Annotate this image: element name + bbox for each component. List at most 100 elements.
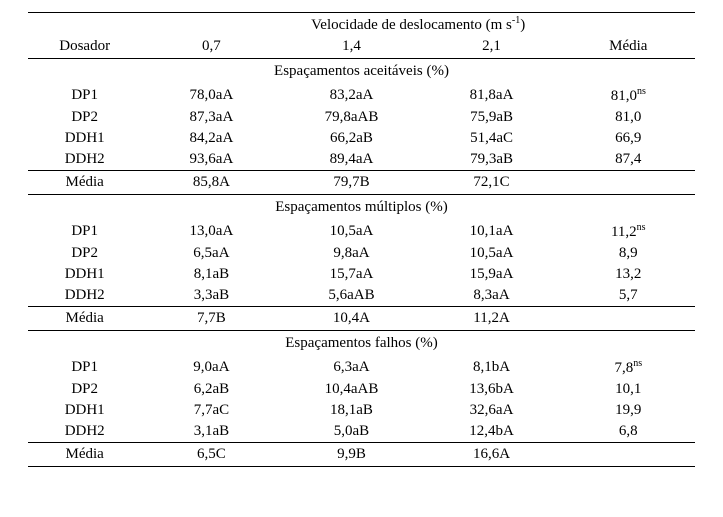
cell-v2: 79,8aAB [281,107,421,128]
v2-header: 1,4 [281,36,421,59]
table-row: DDH2 93,6aA 89,4aA 79,3aB 87,4 [28,149,695,171]
cell-media [562,443,695,467]
cell-d: DDH1 [28,264,141,285]
cell-v2: 5,6aAB [281,285,421,307]
cell-v1: 8,1aB [141,264,281,285]
cell-v1: 93,6aA [141,149,281,171]
cell-d: DDH1 [28,128,141,149]
cell-d: DP1 [28,356,141,379]
cell-v1: 9,0aA [141,356,281,379]
cell-media [562,307,695,331]
section-title-text: Espaçamentos múltiplos (%) [28,195,695,221]
cell-media [562,171,695,195]
cell-v1: 13,0aA [141,220,281,243]
cell-media: 5,7 [562,285,695,307]
cell-v2: 10,4A [281,307,421,331]
cell-d: DDH2 [28,285,141,307]
cell-v1: 85,8A [141,171,281,195]
velocity-header: Velocidade de deslocamento (m s-1) [141,13,695,37]
cell-media: 7,8ns [562,356,695,379]
cell-v2: 9,9B [281,443,421,467]
section-title-multiplos: Espaçamentos múltiplos (%) [28,195,695,221]
media-val: 11,2 [611,224,637,240]
table-row: DDH2 3,1aB 5,0aB 12,4bA 6,8 [28,421,695,443]
cell-v1: 3,1aB [141,421,281,443]
cell-v3: 10,5aA [422,243,562,264]
cell-v3: 11,2A [422,307,562,331]
cell-v2: 5,0aB [281,421,421,443]
media-row: Média 7,7B 10,4A 11,2A [28,307,695,331]
section-title-falhos: Espaçamentos falhos (%) [28,331,695,357]
cell-v2: 10,5aA [281,220,421,243]
cell-d: DP1 [28,220,141,243]
cell-d: DP2 [28,379,141,400]
cell-v3: 32,6aA [422,400,562,421]
media-val: 7,8 [614,360,633,376]
cell-v1: 6,5aA [141,243,281,264]
cell-v1: 7,7aC [141,400,281,421]
cell-media: 87,4 [562,149,695,171]
cell-v2: 66,2aB [281,128,421,149]
table-row: DP2 6,2aB 10,4aAB 13,6bA 10,1 [28,379,695,400]
table-row: DDH1 84,2aA 66,2aB 51,4aC 66,9 [28,128,695,149]
cell-v2: 15,7aA [281,264,421,285]
cell-v3: 15,9aA [422,264,562,285]
cell-v1: 87,3aA [141,107,281,128]
cell-v3: 13,6bA [422,379,562,400]
velocity-label: Velocidade de deslocamento (m s [311,17,512,33]
cell-d: Média [28,171,141,195]
cell-d: DP2 [28,243,141,264]
cell-v3: 72,1C [422,171,562,195]
cell-v1: 78,0aA [141,84,281,107]
section-title-text: Espaçamentos falhos (%) [28,331,695,357]
cell-v1: 84,2aA [141,128,281,149]
header-row-2: Dosador 0,7 1,4 2,1 Média [28,36,695,59]
cell-v2: 6,3aA [281,356,421,379]
media-row: Média 6,5C 9,9B 16,6A [28,443,695,467]
cell-v3: 79,3aB [422,149,562,171]
cell-d: DDH2 [28,421,141,443]
dosador-header: Dosador [28,36,141,59]
cell-v3: 75,9aB [422,107,562,128]
cell-v1: 6,2aB [141,379,281,400]
cell-media: 10,1 [562,379,695,400]
cell-media: 13,2 [562,264,695,285]
media-header: Média [562,36,695,59]
cell-v3: 51,4aC [422,128,562,149]
cell-d: DDH1 [28,400,141,421]
table-row: DDH1 7,7aC 18,1aB 32,6aA 19,9 [28,400,695,421]
table-row: DDH1 8,1aB 15,7aA 15,9aA 13,2 [28,264,695,285]
cell-v1: 3,3aB [141,285,281,307]
media-val: 81,0 [611,88,637,104]
cell-v2: 10,4aAB [281,379,421,400]
table-row: DP2 6,5aA 9,8aA 10,5aA 8,9 [28,243,695,264]
cell-media: 81,0 [562,107,695,128]
cell-media: 11,2ns [562,220,695,243]
cell-d: Média [28,307,141,331]
cell-media: 8,9 [562,243,695,264]
cell-media: 81,0ns [562,84,695,107]
table-row: DP1 78,0aA 83,2aA 81,8aA 81,0ns [28,84,695,107]
media-row: Média 85,8A 79,7B 72,1C [28,171,695,195]
header-row-1: Velocidade de deslocamento (m s-1) [28,13,695,37]
media-sup: ns [637,86,646,97]
media-sup: ns [637,222,646,233]
cell-v3: 12,4bA [422,421,562,443]
cell-v2: 89,4aA [281,149,421,171]
cell-media: 6,8 [562,421,695,443]
cell-v2: 9,8aA [281,243,421,264]
velocity-close: ) [520,17,525,33]
cell-v3: 16,6A [422,443,562,467]
cell-v3: 8,3aA [422,285,562,307]
cell-d: DDH2 [28,149,141,171]
cell-v2: 83,2aA [281,84,421,107]
cell-d: DP1 [28,84,141,107]
table-row: DP1 13,0aA 10,5aA 10,1aA 11,2ns [28,220,695,243]
table-row: DP1 9,0aA 6,3aA 8,1bA 7,8ns [28,356,695,379]
cell-v2: 79,7B [281,171,421,195]
results-table: Velocidade de deslocamento (m s-1) Dosad… [28,12,695,467]
cell-v1: 7,7B [141,307,281,331]
section-title-text: Espaçamentos aceitáveis (%) [28,59,695,85]
cell-media: 66,9 [562,128,695,149]
v3-header: 2,1 [422,36,562,59]
